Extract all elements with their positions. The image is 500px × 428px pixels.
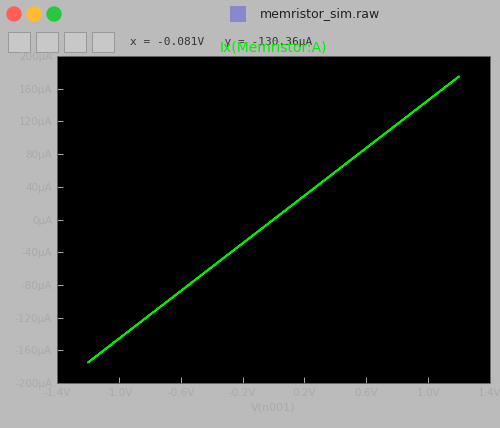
Text: memristor_sim.raw: memristor_sim.raw bbox=[260, 8, 380, 21]
Title: Ix(Memristor:A): Ix(Memristor:A) bbox=[220, 41, 327, 55]
Bar bbox=[8, 32, 30, 52]
Circle shape bbox=[7, 7, 21, 21]
Circle shape bbox=[27, 7, 41, 21]
X-axis label: V(n001): V(n001) bbox=[252, 402, 296, 412]
Bar bbox=[36, 32, 58, 52]
Bar bbox=[64, 32, 86, 52]
Circle shape bbox=[47, 7, 61, 21]
Bar bbox=[230, 6, 246, 22]
Bar bbox=[92, 32, 114, 52]
Text: x = -0.081V   y = -130.36μA: x = -0.081V y = -130.36μA bbox=[130, 37, 312, 47]
